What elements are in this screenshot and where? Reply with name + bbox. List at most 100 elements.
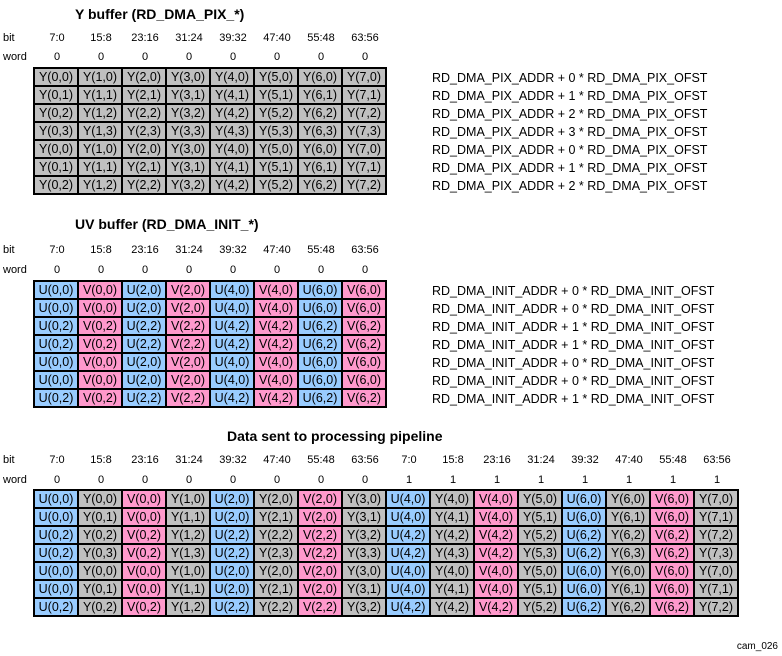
data-cell: U(0,0): [35, 300, 77, 316]
row-address-label: RD_DMA_PIX_ADDR + 2 * RD_DMA_PIX_OFST: [432, 107, 708, 121]
word-index-label: 1: [581, 474, 589, 486]
word-index-label: 1: [449, 474, 457, 486]
data-cell: Y(6,1): [607, 581, 649, 597]
data-cell: Y(0,2): [35, 105, 77, 121]
bit-range-label: 31:24: [175, 244, 203, 256]
data-cell: U(4,0): [387, 563, 429, 579]
data-cell: Y(1,1): [79, 159, 121, 175]
data-cell: Y(1,1): [167, 509, 209, 525]
data-cell: V(2,0): [167, 300, 209, 316]
bit-range-label: 63:56: [351, 244, 379, 256]
data-cell: Y(7,2): [343, 177, 385, 193]
word-index-label: 1: [405, 474, 413, 486]
data-cell: V(2,0): [299, 509, 341, 525]
bit-range-label: 63:56: [703, 454, 731, 466]
data-cell: Y(6,2): [607, 599, 649, 615]
bit-range-label: 7:0: [49, 32, 65, 44]
bit-range-label: 63:56: [351, 454, 379, 466]
data-cell: U(2,2): [211, 527, 253, 543]
data-cell: Y(7,1): [695, 509, 737, 525]
word-index-label: 1: [493, 474, 501, 486]
data-cell: V(4,0): [475, 491, 517, 507]
data-cell: U(6,2): [299, 336, 341, 352]
data-cell: U(4,2): [387, 599, 429, 615]
word-index-label: 0: [53, 474, 61, 486]
data-cell: U(4,2): [211, 318, 253, 334]
uv-buffer-title: UV buffer (RD_DMA_INIT_*): [75, 216, 259, 232]
data-cell: Y(3,2): [343, 599, 385, 615]
bit-range-label: 31:24: [175, 32, 203, 44]
data-cell: Y(0,0): [79, 563, 121, 579]
data-cell: Y(4,2): [431, 599, 473, 615]
data-cell: Y(4,0): [431, 491, 473, 507]
data-cell: U(6,0): [563, 491, 605, 507]
data-cell: V(0,0): [79, 354, 121, 370]
data-cell: U(4,2): [387, 545, 429, 561]
data-cell: V(0,0): [79, 300, 121, 316]
data-cell: U(6,0): [563, 581, 605, 597]
data-cell: Y(0,2): [79, 599, 121, 615]
data-cell: V(4,2): [255, 318, 297, 334]
data-cell: Y(2,3): [123, 123, 165, 139]
bit-range-label: 55:48: [659, 454, 687, 466]
word-index-label: 0: [273, 264, 281, 276]
row-address-label: RD_DMA_INIT_ADDR + 1 * RD_DMA_INIT_OFST: [432, 392, 715, 406]
data-cell: V(6,0): [651, 581, 693, 597]
data-cell: V(6,2): [651, 599, 693, 615]
data-cell: V(6,0): [343, 300, 385, 316]
data-cell: U(6,0): [563, 509, 605, 525]
data-cell: U(4,2): [387, 527, 429, 543]
data-cell: Y(4,1): [431, 509, 473, 525]
data-cell: U(4,0): [211, 300, 253, 316]
word-index-label: 0: [185, 264, 193, 276]
data-cell: V(6,0): [343, 354, 385, 370]
data-cell: V(4,0): [255, 372, 297, 388]
data-cell: Y(2,2): [255, 599, 297, 615]
word-index-label: 0: [141, 474, 149, 486]
bit-range-label: 23:16: [483, 454, 511, 466]
data-cell: V(0,2): [123, 545, 165, 561]
data-cell: U(6,0): [299, 372, 341, 388]
bit-range-label: 15:8: [90, 454, 112, 466]
data-cell: V(4,0): [475, 563, 517, 579]
bit-range-label: 23:16: [131, 454, 159, 466]
data-cell: Y(1,3): [167, 545, 209, 561]
bit-range-label: 55:48: [307, 454, 335, 466]
data-cell: Y(7,3): [695, 545, 737, 561]
data-cell: Y(2,1): [123, 87, 165, 103]
bit-range-label: 39:32: [219, 32, 247, 44]
bit-row-label: bit: [3, 454, 15, 466]
data-cell: U(0,0): [35, 282, 77, 298]
data-cell: V(4,0): [255, 354, 297, 370]
data-cell: Y(0,2): [79, 527, 121, 543]
figure-id: cam_026: [736, 641, 778, 652]
bit-range-label: 7:0: [49, 454, 65, 466]
data-cell: V(0,2): [79, 318, 121, 334]
data-cell: Y(3,2): [167, 105, 209, 121]
data-cell: Y(7,3): [343, 123, 385, 139]
data-cell: U(4,2): [211, 390, 253, 406]
data-cell: Y(2,1): [255, 581, 297, 597]
data-cell: Y(0,0): [35, 69, 77, 85]
word-index-label: 1: [713, 474, 721, 486]
data-cell: Y(3,0): [167, 69, 209, 85]
data-cell: V(0,2): [123, 599, 165, 615]
y-buffer-word-header: word 0 0 0 0 0 0 0 0: [0, 51, 387, 63]
data-cell: Y(5,0): [519, 563, 561, 579]
data-cell: Y(1,2): [79, 177, 121, 193]
word-index-label: 1: [537, 474, 545, 486]
data-cell: Y(5,3): [255, 123, 297, 139]
data-cell: Y(2,2): [123, 105, 165, 121]
data-cell: Y(1,3): [79, 123, 121, 139]
data-cell: U(4,2): [211, 336, 253, 352]
data-cell: V(6,2): [651, 545, 693, 561]
y-buffer-address-list: RD_DMA_PIX_ADDR + 0 * RD_DMA_PIX_OFST RD_…: [432, 69, 707, 195]
data-cell: V(2,2): [167, 336, 209, 352]
data-cell: U(0,2): [35, 390, 77, 406]
uv-buffer-grid: U(0,0) V(0,0) U(2,0) V(2,0) U(4,0) V(4,0) U(6,…: [33, 280, 387, 408]
data-cell: Y(7,0): [343, 69, 385, 85]
data-cell: V(4,2): [255, 336, 297, 352]
data-cell: Y(5,1): [255, 87, 297, 103]
bit-range-label: 15:8: [442, 454, 464, 466]
data-cell: U(2,2): [211, 599, 253, 615]
